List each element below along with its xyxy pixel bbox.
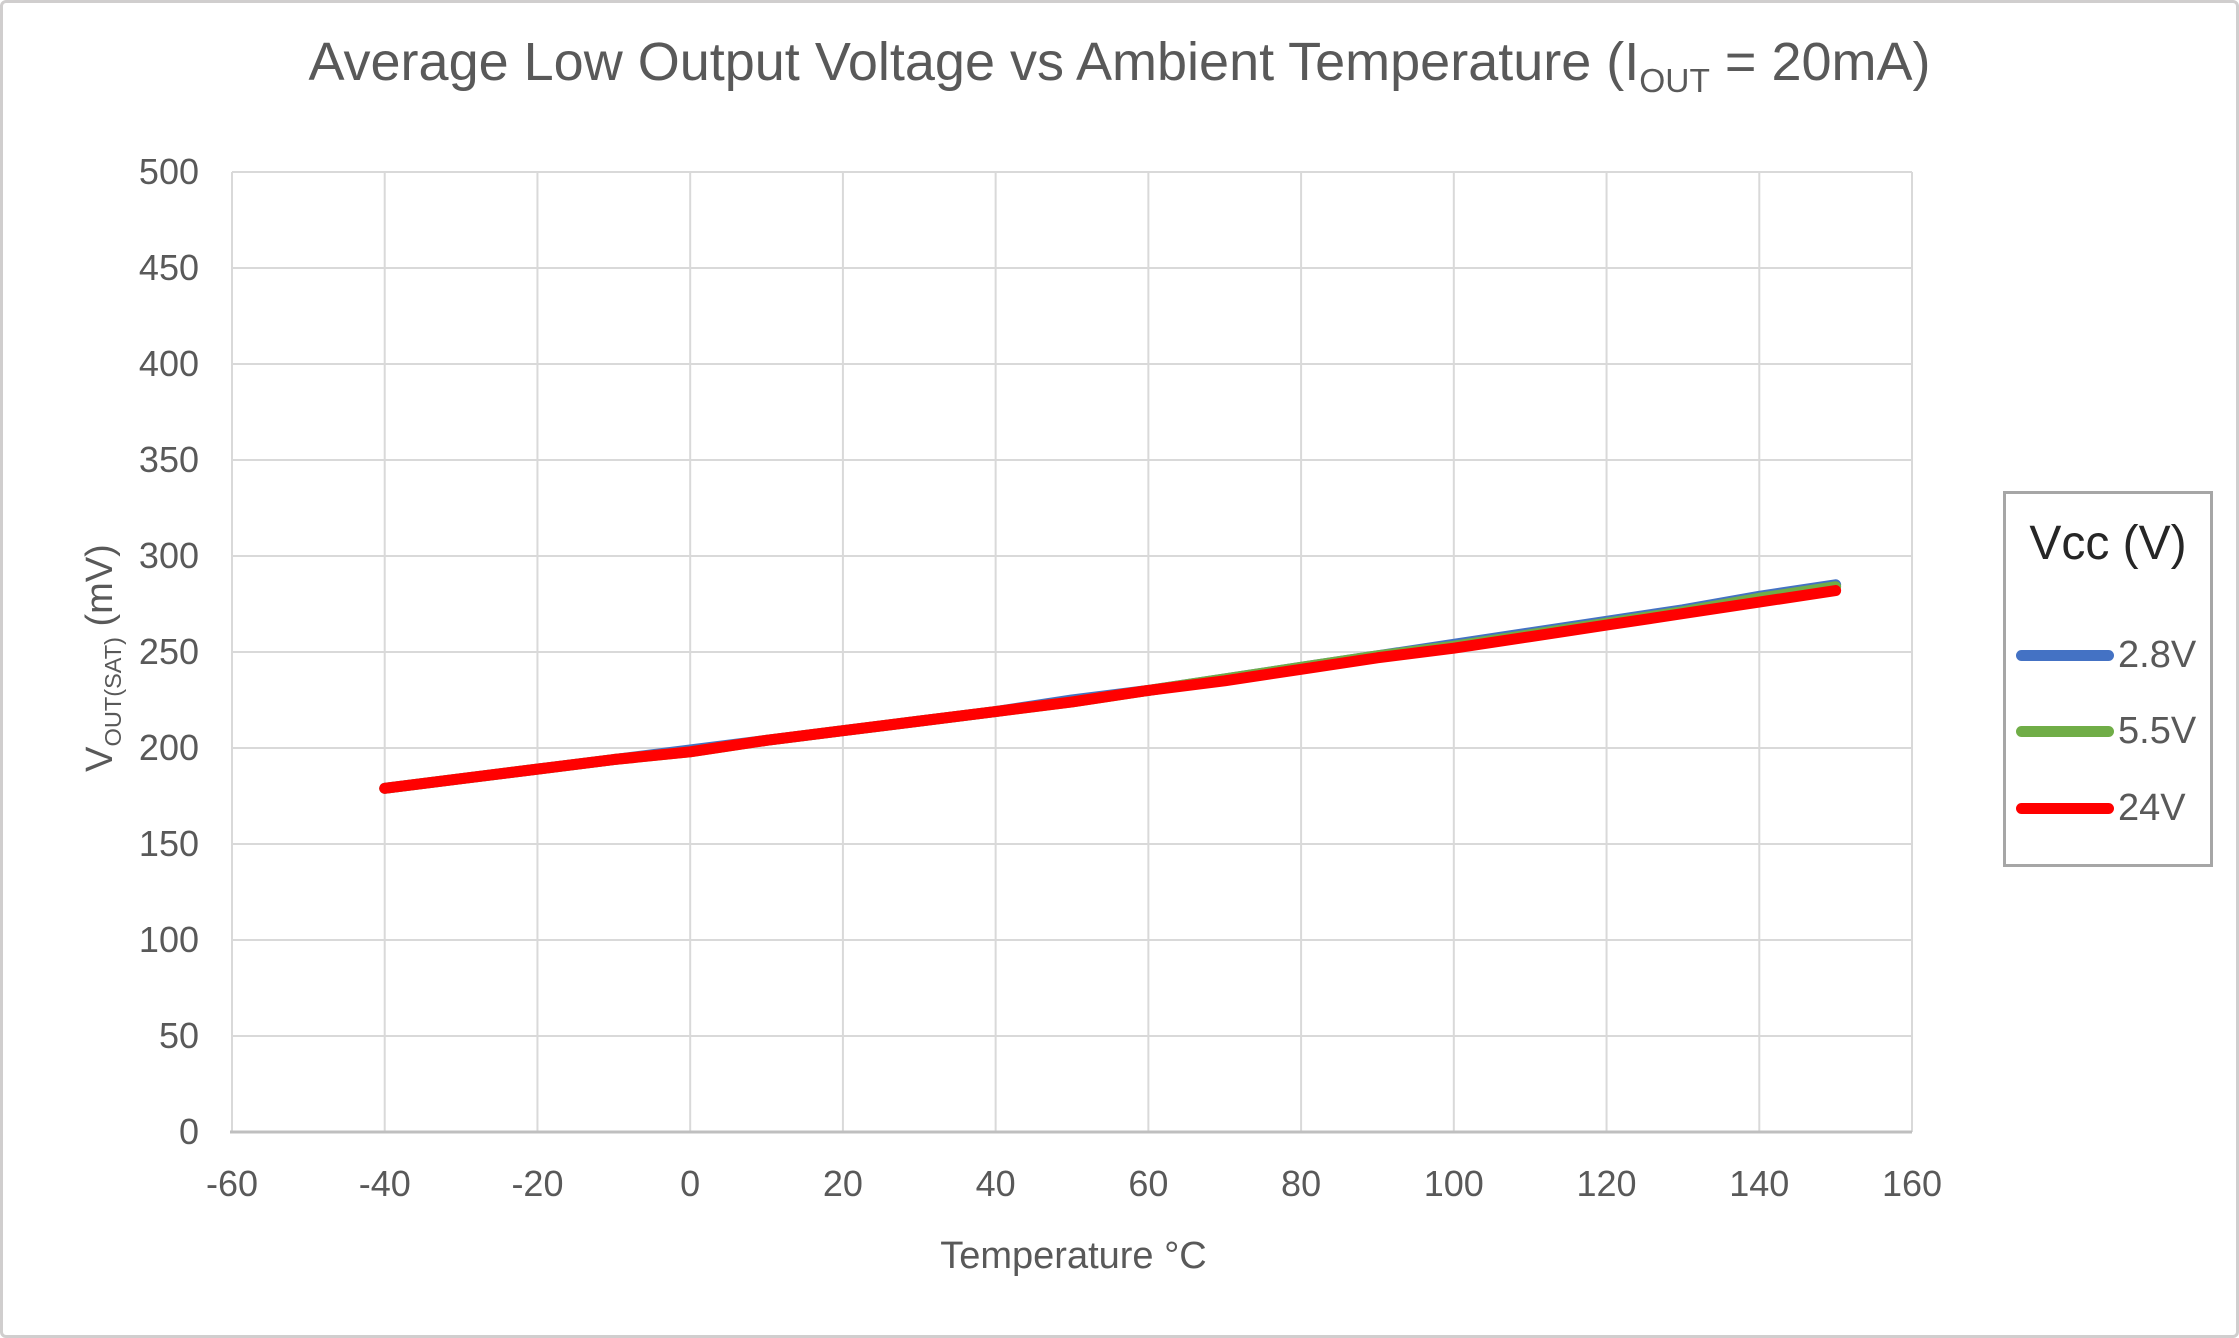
x-tick-label: -20 <box>511 1163 564 1204</box>
x-tick-label: 80 <box>1281 1163 1322 1204</box>
legend-item: 5.5V <box>2006 711 2210 751</box>
x-tick-label: -40 <box>358 1163 411 1204</box>
y-tick-label: 400 <box>138 343 199 384</box>
legend-title: Vcc (V) <box>2029 517 2187 570</box>
x-tick-label: -60 <box>205 1163 259 1204</box>
y-tick-label: 200 <box>138 727 199 768</box>
legend: Vcc (V) 2.8V 5.5V 24V <box>2003 491 2213 867</box>
chart-title-suffix: = 20mA) <box>1709 32 1931 92</box>
y-tick-label: 50 <box>158 1015 199 1056</box>
y-tick-label: 450 <box>138 247 199 288</box>
x-tick-label: 140 <box>1729 1163 1790 1204</box>
chart-title-subscript: OUT <box>1639 62 1710 100</box>
legend-label: 5.5V <box>2118 710 2197 752</box>
legend-label: 2.8V <box>2118 634 2197 676</box>
chart-title: Average Low Output Voltage vs Ambient Te… <box>3 31 2236 101</box>
plot-area <box>230 171 1913 1134</box>
x-tick-label: 40 <box>975 1163 1016 1204</box>
y-tick-label: 500 <box>138 151 199 192</box>
y-tick-label: 350 <box>138 439 199 480</box>
y-axis-title-suffix: (mV) <box>79 544 122 638</box>
x-tick-label: 60 <box>1128 1163 1169 1204</box>
legend-swatch-line-5v5 <box>2016 726 2114 737</box>
x-tick-label: 160 <box>1881 1163 1943 1204</box>
legend-swatch-line-24v <box>2016 803 2114 814</box>
legend-item: 24V <box>2006 788 2210 828</box>
chart-title-prefix: Average Low Output Voltage vs Ambient Te… <box>308 32 1640 92</box>
x-tick-label: 0 <box>680 1163 701 1204</box>
y-tick-label: 250 <box>138 631 199 672</box>
x-axis-title: Temperature °C <box>940 1235 1207 1277</box>
y-axis-title-prefix: V <box>79 746 122 772</box>
x-tick-label: 120 <box>1576 1163 1637 1204</box>
legend-label: 24V <box>2118 787 2186 829</box>
x-tick-label: 20 <box>822 1163 863 1204</box>
legend-item: 2.8V <box>2006 635 2210 675</box>
y-axis-title-subscript: OUT(SAT) <box>99 637 126 747</box>
y-tick-label: 150 <box>138 823 199 864</box>
y-tick-label: 300 <box>138 535 199 576</box>
y-axis-title: VOUT(SAT) (mV) <box>79 544 127 772</box>
x-tick-label: 100 <box>1423 1163 1484 1204</box>
y-tick-label: 0 <box>178 1111 199 1152</box>
legend-swatch-line-2v8 <box>2016 650 2114 661</box>
y-tick-label: 100 <box>138 919 199 960</box>
